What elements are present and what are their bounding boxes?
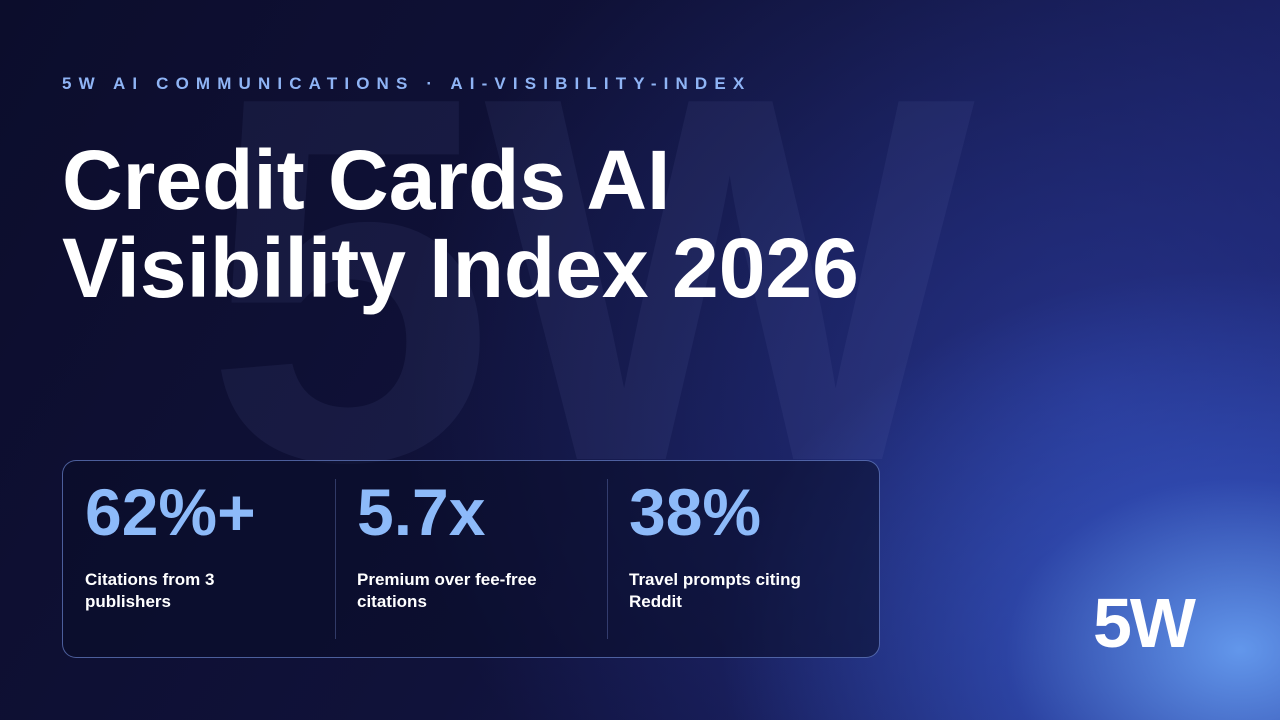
- stat: 5.7x Premium over fee-free citations: [335, 461, 607, 657]
- stat: 62%+ Citations from 3 publishers: [63, 461, 335, 657]
- stat-value: 62%+: [85, 475, 256, 549]
- logo: 5W: [1093, 584, 1196, 662]
- title: Credit Cards AI Visibility Index 2026: [62, 133, 859, 315]
- stat-value: 38%: [629, 475, 762, 549]
- watermark: 5W: [205, 0, 975, 570]
- stat-label: Citations from 3 publishers: [85, 570, 215, 611]
- stat: 38% Travel prompts citing Reddit: [607, 461, 879, 657]
- stat-value: 5.7x: [357, 475, 486, 549]
- stats-panel: 62%+ Citations from 3 publishers 5.7x Pr…: [62, 460, 880, 658]
- eyebrow: 5W AI COMMUNICATIONS · AI-VISIBILITY-IND…: [62, 74, 752, 93]
- stat-label: Travel prompts citing Reddit: [629, 570, 801, 611]
- stat-label: Premium over fee-free citations: [357, 570, 537, 611]
